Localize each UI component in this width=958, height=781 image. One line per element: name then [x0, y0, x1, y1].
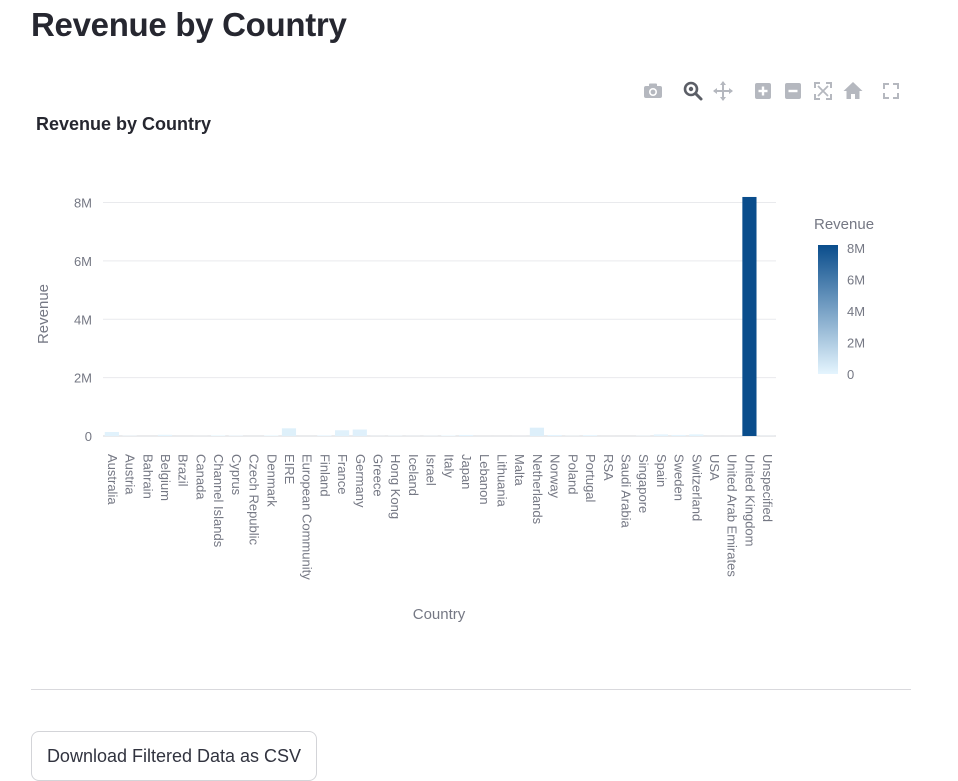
- x-axis-ticks: Australia Austria Bahrain Belgium Brazil Cana…: [105, 454, 775, 580]
- x-tick-label: Portugal: [583, 454, 598, 503]
- x-tick-label: France: [335, 454, 350, 494]
- x-tick-label: Italy: [441, 454, 456, 478]
- x-axis-title: Country: [413, 606, 466, 623]
- zoom-out-icon[interactable]: [781, 79, 805, 103]
- x-tick-label: RSA: [601, 454, 616, 481]
- zoom-icon[interactable]: [681, 79, 705, 103]
- x-tick-label: Saudi Arabia: [618, 454, 633, 528]
- y-tick-label: 0: [85, 429, 92, 444]
- download-csv-button[interactable]: Download Filtered Data as CSV: [31, 731, 317, 781]
- bar[interactable]: [529, 427, 544, 436]
- bars: [104, 196, 775, 436]
- x-tick-label: Lithuania: [494, 454, 509, 508]
- y-axis-title: Revenue: [35, 284, 52, 344]
- autoscale-icon[interactable]: [811, 79, 835, 103]
- x-tick-label: Australia: [105, 454, 120, 505]
- home-icon[interactable]: [841, 79, 865, 103]
- zoom-icon-glyph: [683, 81, 703, 101]
- x-tick-label: Austria: [123, 454, 138, 495]
- colorbar-title: Revenue: [814, 216, 874, 233]
- zoom-out-icon-glyph: [785, 83, 801, 99]
- x-tick-label: United Arab Emirates: [725, 454, 740, 577]
- x-tick-label: United Kingdom: [742, 454, 757, 547]
- bar[interactable]: [157, 434, 173, 436]
- x-tick-label: Denmark: [264, 454, 279, 507]
- bar[interactable]: [653, 434, 668, 436]
- y-tick-label: 2M: [74, 371, 92, 386]
- x-tick-label: Poland: [565, 454, 580, 494]
- camera-icon-glyph: [644, 83, 662, 98]
- fullscreen-icon-glyph: [883, 83, 899, 99]
- bar[interactable]: [582, 435, 598, 436]
- x-tick-label: Japan: [459, 454, 474, 489]
- x-tick-label: European Community: [300, 454, 315, 580]
- x-tick-label: Hong Kong: [388, 454, 403, 519]
- bar[interactable]: [317, 435, 332, 436]
- home-icon-glyph: [843, 82, 863, 99]
- x-tick-label: Spain: [654, 454, 669, 487]
- x-tick-label: Norway: [548, 454, 563, 499]
- pan-icon-glyph: [713, 81, 733, 101]
- x-tick-label: Netherlands: [530, 454, 545, 525]
- autoscale-icon-glyph: [814, 82, 832, 100]
- colorbar-tick-label: 4M: [847, 304, 865, 319]
- x-tick-label: Brazil: [176, 454, 191, 487]
- y-axis-ticks: 0 2M 4M 6M 8M: [74, 196, 92, 444]
- y-tick-label: 8M: [74, 196, 92, 211]
- bar[interactable]: [547, 434, 562, 436]
- bar[interactable]: [671, 434, 686, 436]
- colorbar: [818, 245, 838, 374]
- bar[interactable]: [104, 432, 119, 436]
- divider: [31, 689, 911, 690]
- x-tick-label: Lebanon: [477, 454, 492, 505]
- colorbar-ticks: 8M 6M 4M 2M 0: [847, 241, 865, 382]
- colorbar-tick-label: 6M: [847, 272, 865, 287]
- x-tick-label: Israel: [424, 454, 439, 486]
- x-tick-label: Finland: [317, 454, 332, 497]
- bar[interactable]: [352, 429, 367, 436]
- bar[interactable]: [689, 434, 704, 436]
- chart-title: Revenue by Country: [36, 114, 211, 134]
- bar[interactable]: [264, 435, 279, 436]
- zoom-in-icon[interactable]: [751, 79, 775, 103]
- x-tick-label: Singapore: [636, 454, 651, 513]
- bar[interactable]: [211, 435, 226, 436]
- x-tick-label: Czech Republic: [247, 454, 262, 546]
- x-tick-label: Germany: [353, 454, 368, 508]
- x-tick-label: EIRE: [282, 454, 297, 485]
- bar[interactable]: [281, 428, 297, 436]
- revenue-chart: Revenue by Country 0 2M 4M 6M 8M Australia Au…: [35, 114, 874, 623]
- y-tick-label: 4M: [74, 312, 92, 327]
- x-tick-label: Bahrain: [140, 454, 155, 499]
- zoom-in-icon-glyph: [755, 83, 771, 99]
- x-tick-label: Sweden: [672, 454, 687, 501]
- x-tick-label: Canada: [193, 454, 208, 500]
- x-tick-label: Channel Islands: [211, 454, 226, 548]
- pan-icon[interactable]: [711, 79, 735, 103]
- x-tick-label: Belgium: [158, 454, 173, 501]
- colorbar-tick-label: 2M: [847, 335, 865, 350]
- x-tick-label: Malta: [512, 454, 527, 487]
- colorbar-tick-label: 8M: [847, 241, 865, 256]
- bar[interactable]: [335, 430, 350, 436]
- x-tick-label: Unspecified: [760, 454, 775, 522]
- bar[interactable]: [742, 196, 757, 436]
- fullscreen-icon[interactable]: [879, 79, 903, 103]
- x-tick-label: Greece: [371, 454, 386, 497]
- x-tick-label: USA: [707, 454, 722, 481]
- bar[interactable]: [458, 434, 474, 436]
- x-tick-label: Iceland: [406, 454, 421, 496]
- x-tick-label: Cyprus: [229, 454, 244, 496]
- y-tick-label: 6M: [74, 254, 92, 269]
- camera-icon[interactable]: [641, 79, 665, 103]
- x-tick-label: Switzerland: [689, 454, 704, 521]
- colorbar-tick-label: 0: [847, 367, 854, 382]
- page-title: Revenue by Country: [31, 6, 347, 43]
- grid-lines: [103, 202, 776, 437]
